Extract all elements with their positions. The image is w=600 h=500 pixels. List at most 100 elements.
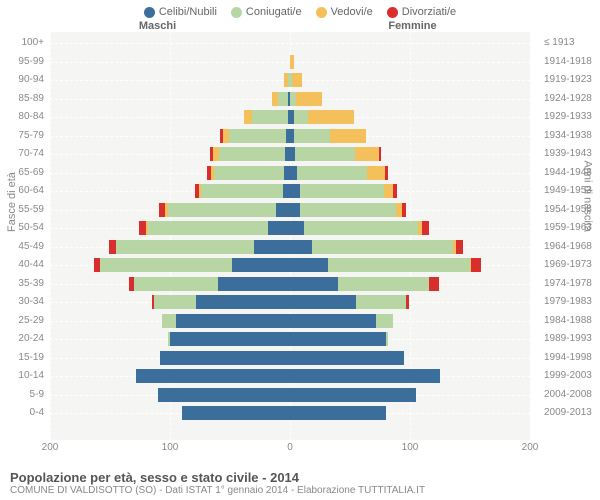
bar-segment	[170, 332, 290, 346]
year-label: 1964-1968	[540, 241, 600, 252]
year-label: 1944-1948	[540, 167, 600, 178]
bar-segment	[290, 332, 386, 346]
bar-segment	[276, 203, 290, 217]
bar-segment	[429, 277, 439, 291]
bar-female	[290, 240, 530, 254]
bar-female	[290, 166, 530, 180]
age-label: 25-29	[0, 315, 48, 326]
year-label: 1954-1958	[540, 204, 600, 215]
bar-segment	[290, 295, 356, 309]
year-label: 1949-1953	[540, 185, 600, 196]
year-label: ≤ 1913	[540, 37, 600, 48]
bar-segment	[252, 110, 288, 124]
bar-female	[290, 110, 530, 124]
bar-segment	[168, 332, 170, 346]
bar-female	[290, 258, 530, 272]
footer: Popolazione per età, sesso e stato civil…	[10, 470, 590, 496]
year-label: 1974-1978	[540, 278, 600, 289]
bar-segment	[268, 221, 290, 235]
bar-segment	[162, 314, 176, 328]
bar-segment	[290, 388, 416, 402]
pyramid-row	[50, 147, 530, 161]
chart-area: Fasce di età Anni di nascita 20010001002…	[0, 32, 600, 440]
legend-item: Celibi/Nubili	[144, 6, 217, 18]
year-label: 1989-1993	[540, 333, 600, 344]
bar-female	[290, 129, 530, 143]
footer-title: Popolazione per età, sesso e stato civil…	[10, 470, 590, 485]
bar-male	[50, 277, 290, 291]
bar-segment	[296, 92, 322, 106]
bar-segment	[196, 295, 290, 309]
age-label: 30-34	[0, 296, 48, 307]
bar-segment	[338, 277, 429, 291]
age-label: 100+	[0, 37, 48, 48]
bar-segment	[160, 351, 290, 365]
bar-segment	[456, 240, 463, 254]
bar-segment	[300, 203, 396, 217]
bar-female	[290, 277, 530, 291]
pyramid-row	[50, 110, 530, 124]
age-label: 20-24	[0, 333, 48, 344]
bar-segment	[100, 258, 232, 272]
pyramid-row	[50, 36, 530, 50]
bar-segment	[376, 314, 393, 328]
bar-female	[290, 406, 530, 420]
age-label: 40-44	[0, 259, 48, 270]
bar-segment	[297, 166, 367, 180]
year-label: 1984-1988	[540, 315, 600, 326]
bar-male	[50, 258, 290, 272]
bar-segment	[290, 258, 328, 272]
year-label: 2004-2008	[540, 389, 600, 400]
bar-segment	[146, 221, 148, 235]
pyramid-row	[50, 240, 530, 254]
age-label: 5-9	[0, 389, 48, 400]
bar-male	[50, 73, 290, 87]
bar-segment	[129, 277, 134, 291]
bar-segment	[116, 240, 254, 254]
bar-female	[290, 388, 530, 402]
age-label: 55-59	[0, 204, 48, 215]
bar-segment	[393, 184, 397, 198]
bar-segment	[330, 129, 366, 143]
legend-label: Vedovi/e	[331, 6, 373, 18]
legend-dot	[231, 7, 242, 18]
year-label: 1919-1923	[540, 74, 600, 85]
bar-male	[50, 184, 290, 198]
age-label: 35-39	[0, 278, 48, 289]
bar-segment	[139, 221, 146, 235]
bar-segment	[367, 166, 385, 180]
bar-segment	[182, 406, 290, 420]
legend-item: Coniugati/e	[231, 6, 302, 18]
bar-segment	[290, 314, 376, 328]
legend-label: Celibi/Nubili	[159, 6, 217, 18]
bar-segment	[219, 147, 285, 161]
legend-label: Divorziati/e	[402, 6, 456, 18]
bar-segment	[290, 221, 304, 235]
bar-segment	[199, 184, 201, 198]
bar-female	[290, 351, 530, 365]
pyramid-row	[50, 277, 530, 291]
year-label: 1929-1933	[540, 111, 600, 122]
year-label: 1934-1938	[540, 130, 600, 141]
bar-female	[290, 147, 530, 161]
bar-female	[290, 203, 530, 217]
bar-segment	[379, 147, 381, 161]
bar-female	[290, 295, 530, 309]
bar-male	[50, 129, 290, 143]
x-tick-label: 100	[162, 442, 179, 453]
bar-female	[290, 332, 530, 346]
pyramid-row	[50, 55, 530, 69]
bar-segment	[210, 147, 214, 161]
bar-segment	[201, 184, 283, 198]
bar-segment	[290, 351, 404, 365]
bar-segment	[312, 240, 454, 254]
bar-male	[50, 36, 290, 50]
year-label: 2009-2013	[540, 407, 600, 418]
bar-segment	[385, 166, 389, 180]
bar-segment	[213, 147, 219, 161]
bar-male	[50, 55, 290, 69]
age-label: 15-19	[0, 352, 48, 363]
bar-male	[50, 110, 290, 124]
year-label: 1999-2003	[540, 370, 600, 381]
bar-segment	[278, 92, 288, 106]
